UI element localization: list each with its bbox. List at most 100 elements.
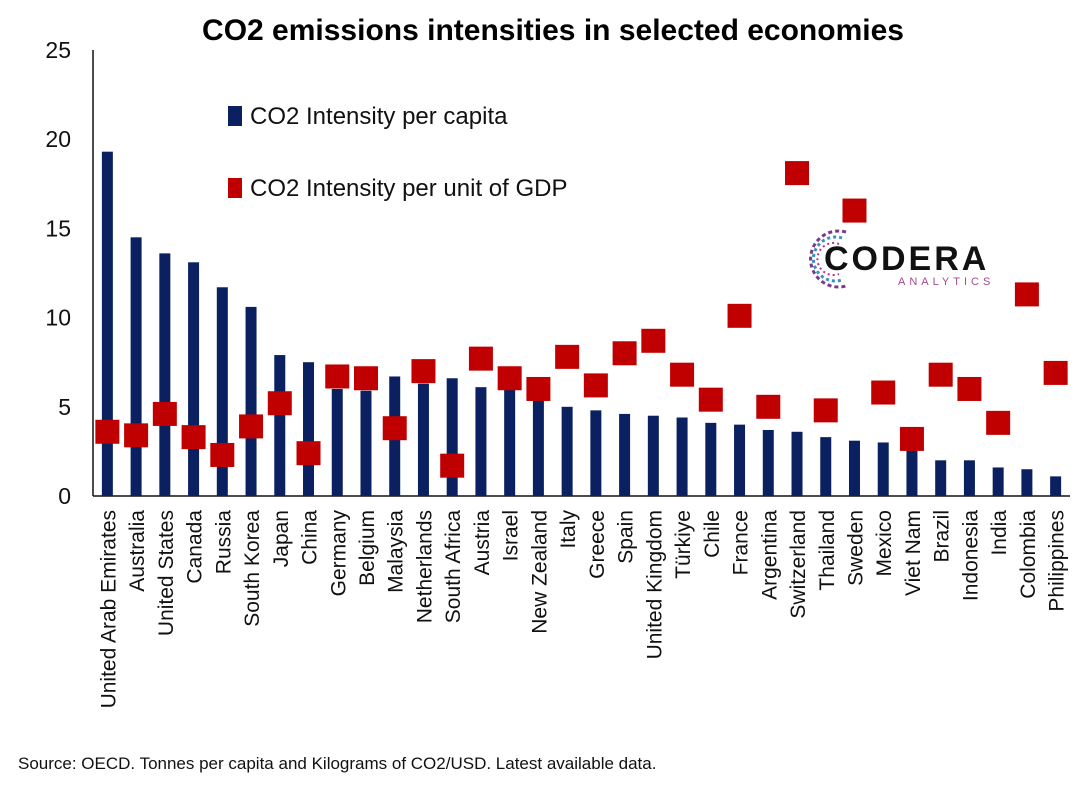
- x-category-label: Netherlands: [413, 510, 436, 623]
- marker-per-gdp: [641, 328, 666, 353]
- x-category-label: Italy: [557, 510, 580, 549]
- logo-ring-icon: [809, 229, 847, 289]
- x-category-label: Israel: [500, 510, 523, 561]
- x-category-label: Türkiye: [672, 510, 695, 579]
- bar-per-capita: [303, 362, 315, 496]
- bar-per-capita: [848, 440, 860, 496]
- bar-per-capita: [590, 410, 602, 496]
- bar-per-capita: [791, 431, 803, 496]
- source-note: Source: OECD. Tonnes per capita and Kilo…: [18, 754, 657, 773]
- x-category-label: Argentina: [758, 510, 781, 600]
- bar-per-capita: [504, 388, 516, 496]
- marker-per-gdp: [239, 414, 264, 439]
- marker-per-gdp: [785, 161, 810, 186]
- x-category-label: Canada: [184, 510, 207, 584]
- marker-per-gdp: [899, 426, 924, 451]
- x-category-label: France: [730, 510, 753, 575]
- bar-per-capita: [705, 422, 717, 496]
- marker-per-gdp: [210, 442, 235, 467]
- x-category-label: Thailand: [816, 510, 839, 591]
- marker-per-gdp: [612, 341, 637, 366]
- bar-per-capita: [159, 253, 171, 496]
- codera-logo: CODERA ANALYTICS: [806, 224, 1006, 294]
- x-category-label: Germany: [327, 510, 350, 597]
- marker-per-gdp: [440, 453, 465, 478]
- marker-per-gdp: [813, 398, 838, 423]
- marker-per-gdp: [1014, 282, 1039, 307]
- marker-per-gdp: [756, 394, 781, 419]
- x-category-label: Russia: [212, 510, 235, 575]
- x-category-label: Switzerland: [787, 510, 810, 619]
- bar-per-capita: [619, 413, 631, 496]
- x-category-label: Sweden: [844, 510, 867, 586]
- bar-per-capita: [216, 287, 228, 496]
- marker-per-gdp: [842, 198, 867, 223]
- y-tick-label: 10: [45, 305, 71, 331]
- bar-per-capita: [130, 237, 142, 496]
- bar-per-capita: [820, 437, 832, 496]
- bar-per-capita: [188, 262, 200, 496]
- x-category-label: Brazil: [931, 510, 954, 563]
- bar-per-capita: [877, 442, 889, 496]
- bar-per-capita: [446, 378, 458, 496]
- x-category-label: Philippines: [1046, 510, 1069, 612]
- marker-per-gdp: [152, 401, 177, 426]
- x-category-label: United Arab Emirates: [97, 510, 120, 708]
- marker-per-gdp: [267, 391, 292, 416]
- marker-per-gdp: [1043, 360, 1068, 385]
- bar-per-capita: [963, 460, 975, 496]
- marker-per-gdp: [411, 359, 436, 384]
- bar-per-capita: [1050, 476, 1062, 496]
- bar-per-capita: [360, 390, 372, 496]
- bar-per-capita: [762, 429, 774, 496]
- plot-area: 0 5 10 15 20 25 United Arab Emirates Australia U…: [45, 37, 1070, 708]
- legend-swatch-per-capita: [228, 106, 242, 126]
- marker-per-gdp: [382, 416, 407, 441]
- marker-per-gdp: [468, 346, 493, 371]
- marker-per-gdp: [181, 425, 206, 450]
- marker-per-gdp: [583, 373, 608, 398]
- x-category-label: Indonesia: [959, 510, 982, 601]
- y-tick-label: 0: [58, 483, 71, 509]
- bar-per-capita: [532, 397, 544, 496]
- marker-per-gdp: [296, 441, 321, 466]
- x-category-label: Japan: [270, 510, 293, 567]
- marker-per-gdp: [670, 362, 695, 387]
- logo-wordmark: CODERA: [824, 240, 990, 278]
- x-category-label: South Korea: [241, 510, 264, 627]
- bar-per-capita: [417, 383, 429, 496]
- x-category-label: United States: [155, 510, 178, 636]
- x-category-label: India: [988, 510, 1011, 556]
- bar-per-capita: [676, 417, 688, 496]
- marker-per-gdp: [353, 366, 378, 391]
- y-tick-label: 20: [45, 126, 71, 152]
- x-category-label: South Africa: [442, 510, 465, 624]
- marker-per-gdp: [727, 303, 752, 328]
- bar-per-capita: [992, 467, 1004, 496]
- x-category-label: Belgium: [356, 510, 379, 586]
- marker-per-gdp: [871, 380, 896, 405]
- x-category-label: Austria: [471, 510, 494, 576]
- legend-label-per-gdp: CO2 Intensity per unit of GDP: [250, 175, 567, 202]
- marker-per-gdp: [986, 410, 1011, 435]
- bar-per-capita: [734, 424, 746, 496]
- x-category-label: Spain: [615, 510, 638, 564]
- x-category-label: China: [299, 510, 322, 565]
- marker-per-gdp: [957, 376, 982, 401]
- bar-per-capita: [561, 406, 573, 496]
- marker-per-gdp: [325, 364, 350, 389]
- bar-per-capita: [647, 415, 659, 496]
- marker-per-gdp: [124, 423, 149, 448]
- bar-per-capita: [331, 388, 343, 496]
- legend-swatch-per-gdp: [228, 178, 242, 198]
- x-category-label: Mexico: [873, 510, 896, 577]
- y-tick-label: 5: [58, 394, 71, 420]
- bar-per-capita: [101, 151, 113, 497]
- marker-per-gdp: [526, 376, 551, 401]
- x-category-label: Colombia: [1017, 510, 1040, 599]
- marker-per-gdp: [555, 344, 580, 369]
- marker-per-gdp: [95, 419, 120, 444]
- bar-per-capita: [274, 355, 286, 496]
- bar-per-capita: [1021, 469, 1033, 496]
- x-category-label: New Zealand: [528, 510, 551, 634]
